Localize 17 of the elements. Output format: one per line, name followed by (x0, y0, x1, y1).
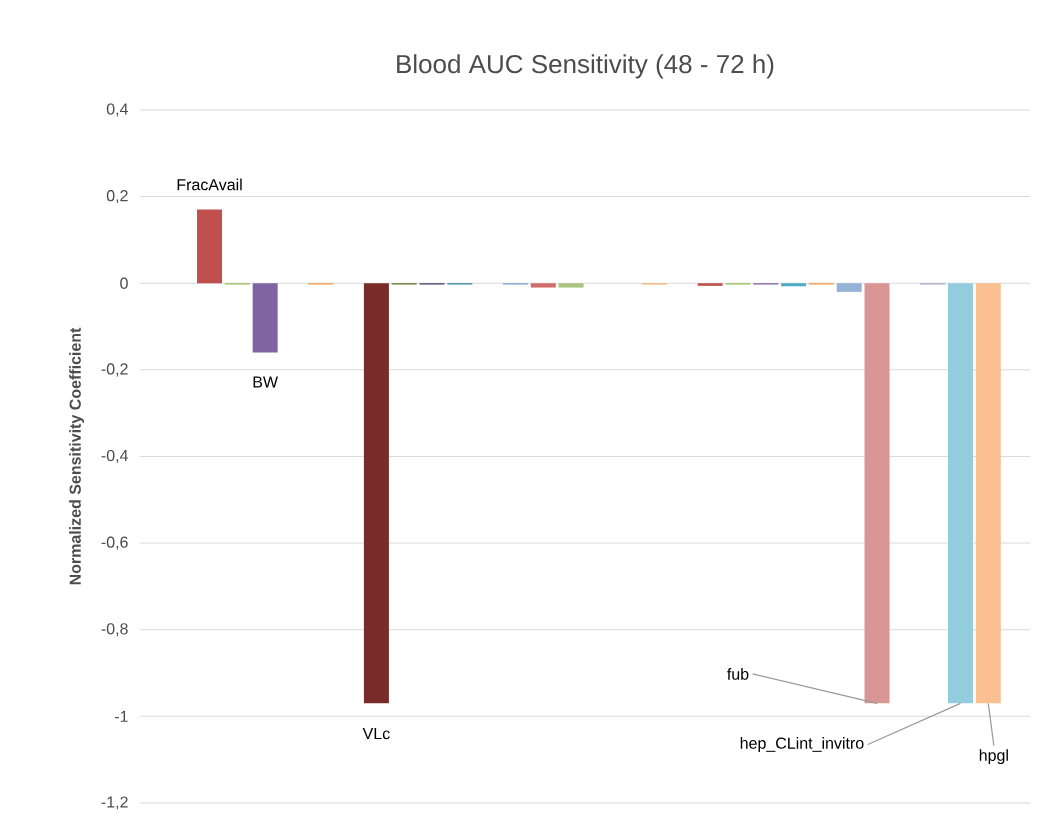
annotation: hep_CLint_invitro (740, 737, 864, 752)
annotation: FracAvail (177, 178, 242, 191)
y-tick-label: 0 (120, 277, 128, 289)
y-tick-label: 0,4 (106, 103, 128, 117)
y-tick-label: -0,8 (101, 623, 128, 637)
y-tick-label: 0,2 (106, 190, 128, 204)
y-axis-title: Normalized Sensitivity Coefficient (69, 327, 85, 585)
y-tick-label: -1,2 (101, 796, 128, 810)
y-tick-label: -0,6 (101, 536, 128, 550)
annotation: BW (253, 376, 278, 388)
annotation: VLc (362, 728, 390, 740)
annotation: hpgl (979, 749, 1008, 765)
y-tick-label: -0,2 (101, 363, 128, 377)
annotation: fub (727, 668, 749, 680)
y-tick-label: -1 (114, 710, 128, 722)
chart-title: Blood AUC Sensitivity (48 - 72 h) (397, 54, 774, 79)
y-tick-label: -0,4 (101, 449, 128, 464)
